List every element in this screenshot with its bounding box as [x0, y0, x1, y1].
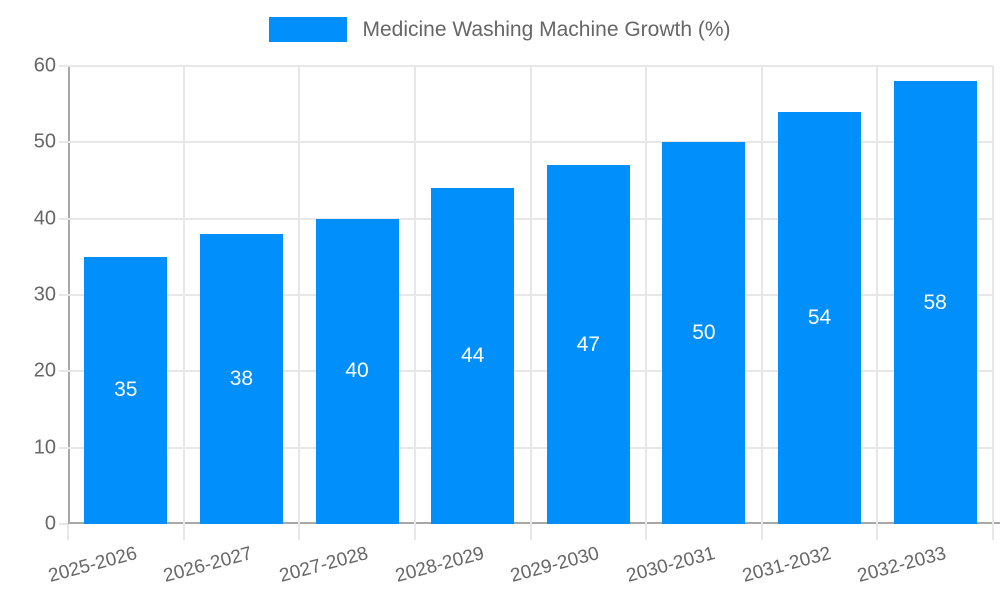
- bar[interactable]: 47: [546, 165, 630, 524]
- x-axis-tick: [529, 524, 532, 540]
- y-axis-tick-label: 20: [33, 359, 56, 382]
- bar[interactable]: 44: [431, 188, 515, 524]
- bar[interactable]: 58: [893, 81, 977, 524]
- y-axis-tick: [59, 523, 68, 525]
- y-axis-tick: [59, 217, 68, 220]
- legend-series-label: Medicine Washing Machine Growth (%): [362, 17, 731, 41]
- legend-color-swatch: [269, 17, 348, 42]
- bar[interactable]: 54: [778, 111, 862, 524]
- gridline-vertical: [182, 66, 185, 524]
- gridline-vertical: [760, 66, 763, 524]
- bar[interactable]: 35: [84, 256, 168, 524]
- gridline-vertical: [876, 66, 879, 524]
- x-axis-tick: [876, 524, 879, 540]
- bar-value-label: 54: [807, 305, 832, 329]
- bar[interactable]: 50: [662, 142, 746, 524]
- x-axis-line: [68, 522, 1000, 524]
- y-axis-tick-label: 50: [33, 130, 56, 153]
- x-axis-tick: [992, 524, 994, 540]
- bar-value-label: 38: [229, 366, 254, 390]
- y-axis-tick-label: 40: [33, 207, 56, 230]
- x-axis-tick: [645, 524, 648, 540]
- bar-value-label: 58: [923, 290, 947, 314]
- gridline-vertical: [992, 66, 994, 524]
- x-axis-tick: [67, 524, 69, 540]
- bar-value-label: 44: [461, 344, 485, 368]
- y-axis-tick: [59, 446, 68, 449]
- bar[interactable]: 40: [315, 218, 399, 524]
- x-axis-tick: [182, 524, 185, 540]
- x-axis-tick: [760, 524, 763, 540]
- bar-value-label: 50: [692, 321, 716, 345]
- y-axis-tick-label: 10: [33, 436, 56, 459]
- bar-value-label: 47: [576, 332, 600, 356]
- y-axis-tick: [59, 141, 68, 144]
- plot-area: 35 38 40 44 47 50 54 58: [68, 65, 994, 524]
- x-axis-tick: [298, 524, 301, 540]
- bar-value-label: 35: [114, 378, 138, 402]
- y-axis-tick: [59, 65, 68, 67]
- gridline-vertical: [298, 66, 301, 524]
- gridline-vertical: [413, 66, 416, 524]
- bar[interactable]: 38: [199, 233, 283, 524]
- gridline-vertical: [645, 66, 648, 524]
- chart-legend[interactable]: Medicine Washing Machine Growth (%): [0, 17, 1000, 42]
- gridline-vertical: [529, 66, 532, 524]
- bar-value-label: 40: [345, 359, 369, 383]
- y-axis-tick: [59, 370, 68, 373]
- y-axis-tick-label: 60: [33, 54, 56, 77]
- x-axis-tick: [413, 524, 416, 540]
- y-axis-tick: [59, 294, 68, 296]
- y-axis-tick-label: 30: [33, 283, 56, 306]
- y-axis-tick-label: 0: [44, 512, 56, 535]
